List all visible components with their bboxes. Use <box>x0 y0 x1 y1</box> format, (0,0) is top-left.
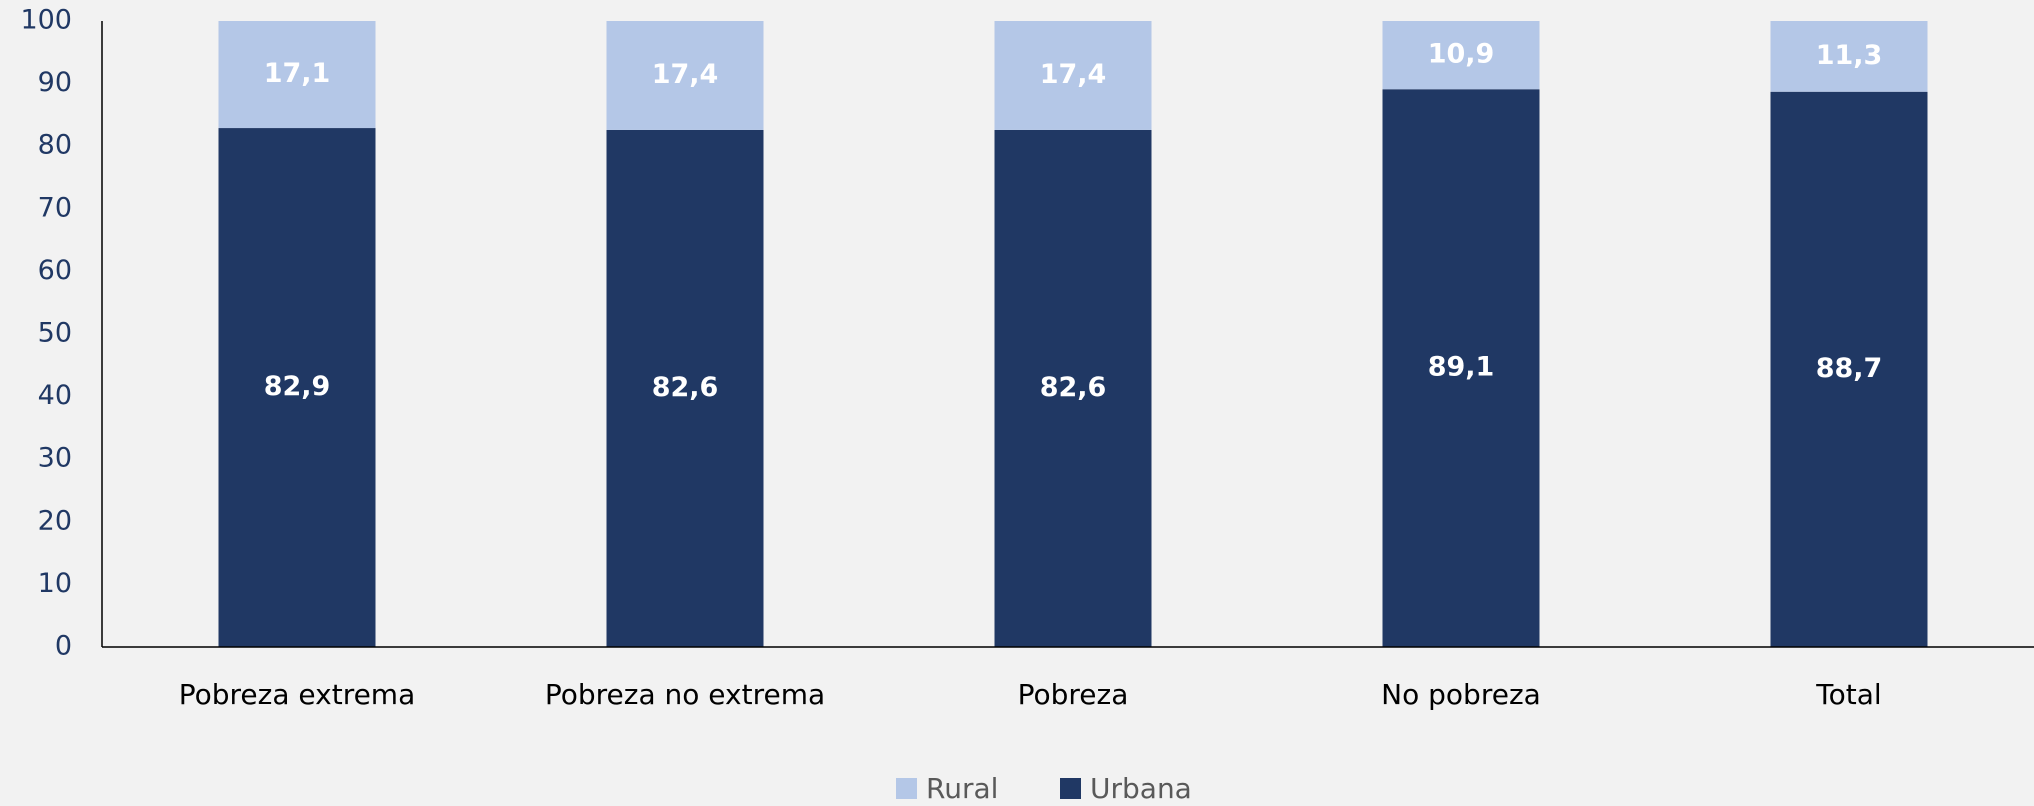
y-tick-label: 40 <box>38 380 72 411</box>
y-tick-label: 90 <box>38 67 72 98</box>
x-tick-label: Pobreza extrema <box>179 678 416 711</box>
data-label: 17,4 <box>1040 59 1107 90</box>
bar-segment <box>994 129 1152 647</box>
y-tick-label: 30 <box>38 443 72 474</box>
bar-segment <box>1770 21 1928 92</box>
bar-segment <box>1382 89 1540 647</box>
bar-segment <box>994 21 1152 130</box>
data-label: 82,9 <box>264 371 331 402</box>
y-tick-label: 60 <box>38 255 72 286</box>
bar-segment <box>606 129 764 647</box>
y-tick-label: 50 <box>38 318 72 349</box>
data-label: 82,6 <box>652 372 719 403</box>
legend-swatch <box>896 778 917 799</box>
y-tick-label: 0 <box>55 631 72 662</box>
x-tick-label: Pobreza no extrema <box>545 678 825 711</box>
legend-label: Rural <box>926 772 998 805</box>
y-tick-label: 70 <box>38 192 72 223</box>
data-label: 11,3 <box>1816 40 1883 71</box>
data-label: 17,1 <box>264 58 331 89</box>
bar-segment <box>1770 91 1928 648</box>
y-tick-label: 100 <box>20 5 72 36</box>
x-tick-label: Total <box>1815 678 1881 711</box>
y-tick-label: 20 <box>38 505 72 536</box>
y-tick-label: 10 <box>38 568 72 599</box>
bar-segment <box>218 128 376 647</box>
x-tick-label: No pobreza <box>1381 678 1541 711</box>
data-label: 10,9 <box>1428 39 1495 70</box>
legend-label: Urbana <box>1090 772 1192 805</box>
data-label: 89,1 <box>1428 352 1495 383</box>
y-tick-label: 80 <box>38 130 72 161</box>
bar-segment <box>606 21 764 130</box>
data-label: 17,4 <box>652 59 719 90</box>
data-label: 88,7 <box>1816 353 1883 384</box>
legend-swatch <box>1060 778 1081 799</box>
x-tick-label: Pobreza <box>1018 678 1129 711</box>
bar-segment <box>1382 21 1540 90</box>
data-label: 82,6 <box>1040 372 1107 403</box>
bar-segment <box>218 21 376 129</box>
